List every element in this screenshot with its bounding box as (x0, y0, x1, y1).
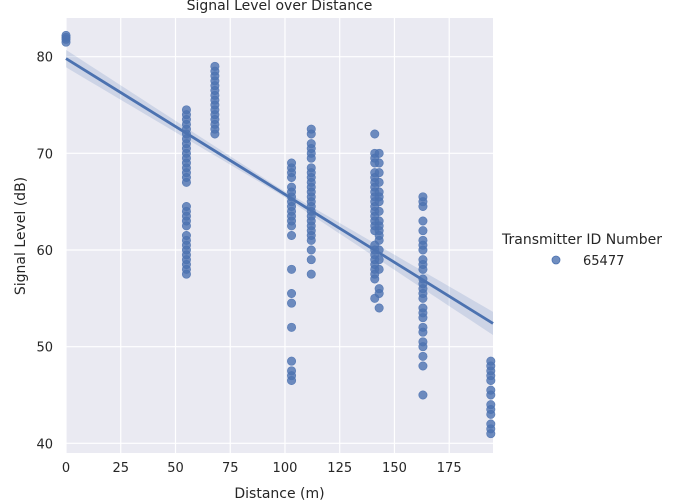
scatter-point (418, 226, 428, 236)
scatter-point (181, 202, 191, 212)
scatter-point (287, 264, 297, 274)
scatter-point (486, 385, 496, 395)
scatter-point (61, 30, 71, 40)
scatter-point (486, 400, 496, 410)
scatter-point (306, 124, 316, 134)
scatter-point (287, 288, 297, 298)
y-tick-label: 80 (36, 51, 53, 66)
scatter-point (374, 177, 384, 187)
x-axis-label: Distance (m) (234, 486, 324, 500)
scatter-point (418, 337, 428, 347)
y-axis-label: Signal Level (dB) (13, 177, 29, 295)
y-tick-label: 40 (36, 437, 53, 452)
scatter-point (287, 356, 297, 366)
scatter-points (61, 30, 496, 439)
scatter-point (374, 168, 384, 178)
scatter-point (287, 158, 297, 168)
scatter-point (287, 298, 297, 308)
x-tick-label: 50 (167, 461, 184, 476)
scatter-point (210, 61, 220, 71)
y-tick-label: 50 (36, 341, 53, 356)
scatter-point (486, 356, 496, 366)
scatter-point (374, 206, 384, 216)
scatter-point (418, 235, 428, 245)
legend-entry-label: 65477 (583, 254, 624, 269)
scatter-point (374, 264, 384, 274)
scatter-point (418, 390, 428, 400)
y-tick-label: 70 (36, 147, 53, 162)
legend-marker (551, 255, 561, 265)
scatter-point (370, 129, 380, 139)
x-tick-label: 150 (382, 461, 407, 476)
scatter-point (418, 351, 428, 361)
scatter-point (374, 148, 384, 158)
scatter-point (486, 419, 496, 429)
x-tick-label: 75 (222, 461, 239, 476)
x-tick-label: 0 (62, 461, 70, 476)
x-tick-label: 125 (327, 461, 352, 476)
scatter-point (306, 255, 316, 265)
y-tick-label: 60 (36, 244, 53, 259)
scatter-point (374, 255, 384, 265)
x-tick-label: 100 (273, 461, 298, 476)
y-tick-labels: 40 50 60 70 80 (36, 51, 53, 453)
x-tick-labels: 0 25 50 75 100 125 150 175 (62, 461, 462, 476)
scatter-point (374, 303, 384, 313)
scatter-point (418, 303, 428, 313)
regression-line (65, 57, 494, 325)
plot-background (66, 18, 493, 453)
legend-title: Transmitter ID Number (501, 232, 662, 248)
scatter-point (418, 361, 428, 371)
scatter-point (418, 216, 428, 226)
scatter-point (306, 163, 316, 173)
scatter-point (287, 182, 297, 192)
scatter-point (287, 322, 297, 332)
scatter-point (287, 231, 297, 241)
scatter-point (374, 158, 384, 168)
scatter-point (287, 366, 297, 376)
scatter-point (181, 105, 191, 115)
scatter-point (418, 255, 428, 265)
chart-title: Signal Level over Distance (187, 0, 373, 14)
x-tick-label: 175 (437, 461, 462, 476)
scatter-point (306, 139, 316, 149)
scatter-point (181, 231, 191, 241)
scatter-point (306, 269, 316, 279)
scatter-point (306, 245, 316, 255)
legend: Transmitter ID Number 65477 (501, 232, 662, 269)
x-tick-label: 25 (112, 461, 129, 476)
scatter-point (418, 322, 428, 332)
scatter-point (374, 284, 384, 294)
regression-line-path (65, 57, 494, 325)
scatter-point (418, 192, 428, 202)
scatter-point (374, 216, 384, 226)
scatter-point (374, 187, 384, 197)
